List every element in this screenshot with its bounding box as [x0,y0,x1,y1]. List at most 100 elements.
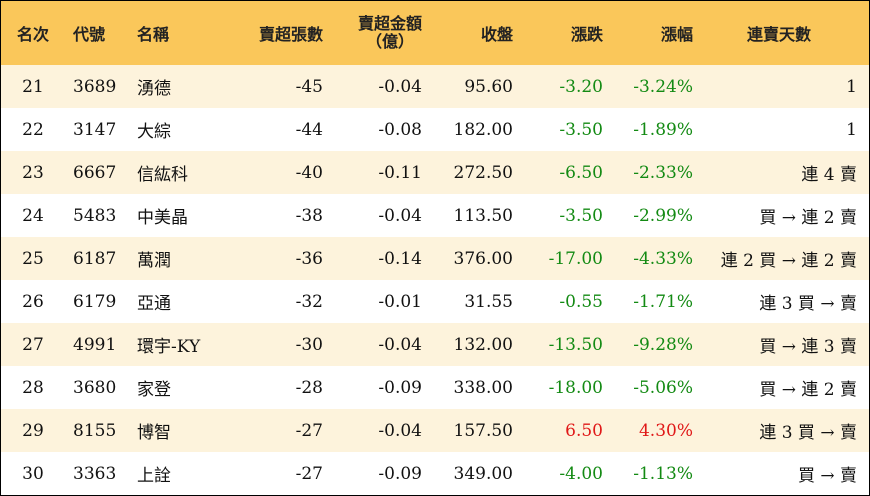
cell-change-pct: -1.13% [633,463,693,484]
cell-sell-amount: -0.09 [378,463,422,484]
cell-name[interactable]: 家登 [137,380,171,400]
cell-rank: 28 [22,377,44,398]
cell-sell-shares: -40 [295,162,323,183]
cell-rank: 24 [22,205,44,226]
cell-code[interactable]: 5483 [73,205,117,226]
cell-sell-amount: -0.04 [378,205,422,226]
table-row[interactable]: 30 3363 上詮 -27 -0.09 349.00 -4.00 -1.13% 買 → 賣 [1,452,869,495]
cell-change: -6.50 [559,162,603,183]
cell-close: 95.60 [464,76,513,97]
cell-change-pct: 4.30% [638,420,693,441]
cell-change-pct: -9.28% [633,334,693,355]
table-row[interactable]: 22 3147 大綜 -44 -0.08 182.00 -3.50 -1.89% 1 [1,108,869,151]
cell-change: -0.55 [559,291,603,312]
cell-code[interactable]: 3363 [73,463,117,484]
cell-change-pct: -1.71% [633,291,693,312]
cell-sell-amount: -0.08 [378,119,422,140]
cell-rank: 21 [22,76,44,97]
cell-rank: 22 [22,119,44,140]
cell-code[interactable]: 3689 [73,76,117,97]
cell-rank: 23 [22,162,44,183]
cell-code[interactable]: 6179 [73,291,117,312]
cell-sell-shares: -27 [295,420,323,441]
cell-change: 6.50 [565,420,603,441]
cell-sell-shares: -44 [295,119,323,140]
table-row[interactable]: 21 3689 湧德 -45 -0.04 95.60 -3.20 -3.24% 1 [1,65,869,108]
cell-name[interactable]: 信紘科 [137,165,188,185]
cell-name[interactable]: 萬潤 [137,251,171,271]
cell-code[interactable]: 4991 [73,334,117,355]
cell-rank: 26 [22,291,44,312]
cell-close: 31.55 [464,291,513,312]
cell-sell-amount: -0.04 [378,334,422,355]
cell-change-pct: -4.33% [633,248,693,269]
cell-streak: 連 3 買 → 賣 [759,294,857,314]
table-row[interactable]: 29 8155 博智 -27 -0.04 157.50 6.50 4.30% 連 3 買 → 賣 [1,409,869,452]
cell-change: -3.50 [559,119,603,140]
header-code[interactable]: 代號 [73,25,106,44]
cell-name[interactable]: 環宇-KY [137,337,201,357]
cell-sell-shares: -32 [295,291,323,312]
cell-sell-shares: -38 [295,205,323,226]
cell-rank: 30 [22,463,44,484]
table-row[interactable]: 24 5483 中美晶 -38 -0.04 113.50 -3.50 -2.99% 買 → 連 … [1,194,869,237]
table-row[interactable]: 27 4991 環宇-KY -30 -0.04 132.00 -13.50 -9.28% 買 →… [1,323,869,366]
cell-streak: 買 → 連 3 賣 [759,337,857,357]
cell-change: -3.20 [559,76,603,97]
cell-streak: 1 [846,76,857,97]
cell-streak: 買 → 賣 [797,466,857,486]
cell-sell-amount: -0.01 [378,291,422,312]
cell-name[interactable]: 上詮 [137,466,171,486]
cell-streak: 買 → 連 2 賣 [759,208,857,228]
cell-change: -13.50 [548,334,603,355]
cell-rank: 27 [22,334,44,355]
cell-change-pct: -2.33% [633,162,693,183]
cell-close: 132.00 [453,334,513,355]
header-rank[interactable]: 名次 [16,25,49,44]
header-change[interactable]: 漲跌 [570,25,603,44]
cell-code[interactable]: 3147 [73,119,117,140]
header-sell-amount-label: 賣超金額 [357,14,422,33]
cell-change-pct: -3.24% [633,76,693,97]
cell-code[interactable]: 6187 [73,248,117,269]
cell-streak: 1 [846,119,857,140]
header-sell-shares[interactable]: 賣超張數 [258,25,323,44]
header-name[interactable]: 名稱 [137,25,170,44]
table-row[interactable]: 23 6667 信紘科 -40 -0.11 272.50 -6.50 -2.33% 連 4 賣 [1,151,869,194]
cell-name[interactable]: 博智 [137,423,171,443]
cell-sell-shares: -27 [295,463,323,484]
cell-sell-amount: -0.04 [378,76,422,97]
cell-code[interactable]: 3680 [73,377,117,398]
cell-rank: 29 [22,420,44,441]
cell-sell-amount: -0.04 [378,420,422,441]
cell-code[interactable]: 8155 [73,420,117,441]
cell-streak: 買 → 連 2 賣 [759,380,857,400]
cell-change: -18.00 [548,377,603,398]
header-streak[interactable]: 連賣天數 [746,25,811,44]
cell-name[interactable]: 中美晶 [137,208,188,228]
cell-streak: 連 3 買 → 賣 [759,423,857,443]
header-change-pct[interactable]: 漲幅 [660,25,693,44]
cell-sell-shares: -30 [295,334,323,355]
cell-sell-amount: -0.09 [378,377,422,398]
cell-close: 182.00 [453,119,513,140]
cell-sell-amount: -0.14 [378,248,422,269]
cell-name[interactable]: 亞通 [137,294,171,314]
cell-code[interactable]: 6667 [73,162,117,183]
cell-change: -3.50 [559,205,603,226]
cell-close: 157.50 [453,420,513,441]
cell-name[interactable]: 湧德 [137,79,171,99]
table-row[interactable]: 28 3680 家登 -28 -0.09 338.00 -18.00 -5.06% 買 → 連 … [1,366,869,409]
cell-streak: 連 4 賣 [801,165,857,185]
cell-close: 376.00 [453,248,513,269]
header-sell-amount[interactable]: 賣超金額 （億） [331,1,430,65]
table-row[interactable]: 26 6179 亞通 -32 -0.01 31.55 -0.55 -1.71% 連 3 買 → … [1,280,869,323]
table-row[interactable]: 25 6187 萬潤 -36 -0.14 376.00 -17.00 -4.33% 連 2 買 … [1,237,869,280]
cell-sell-amount: -0.11 [378,162,422,183]
cell-sell-shares: -45 [295,76,323,97]
cell-name[interactable]: 大綜 [137,122,171,142]
cell-change-pct: -1.89% [633,119,693,140]
header-close[interactable]: 收盤 [480,25,513,44]
